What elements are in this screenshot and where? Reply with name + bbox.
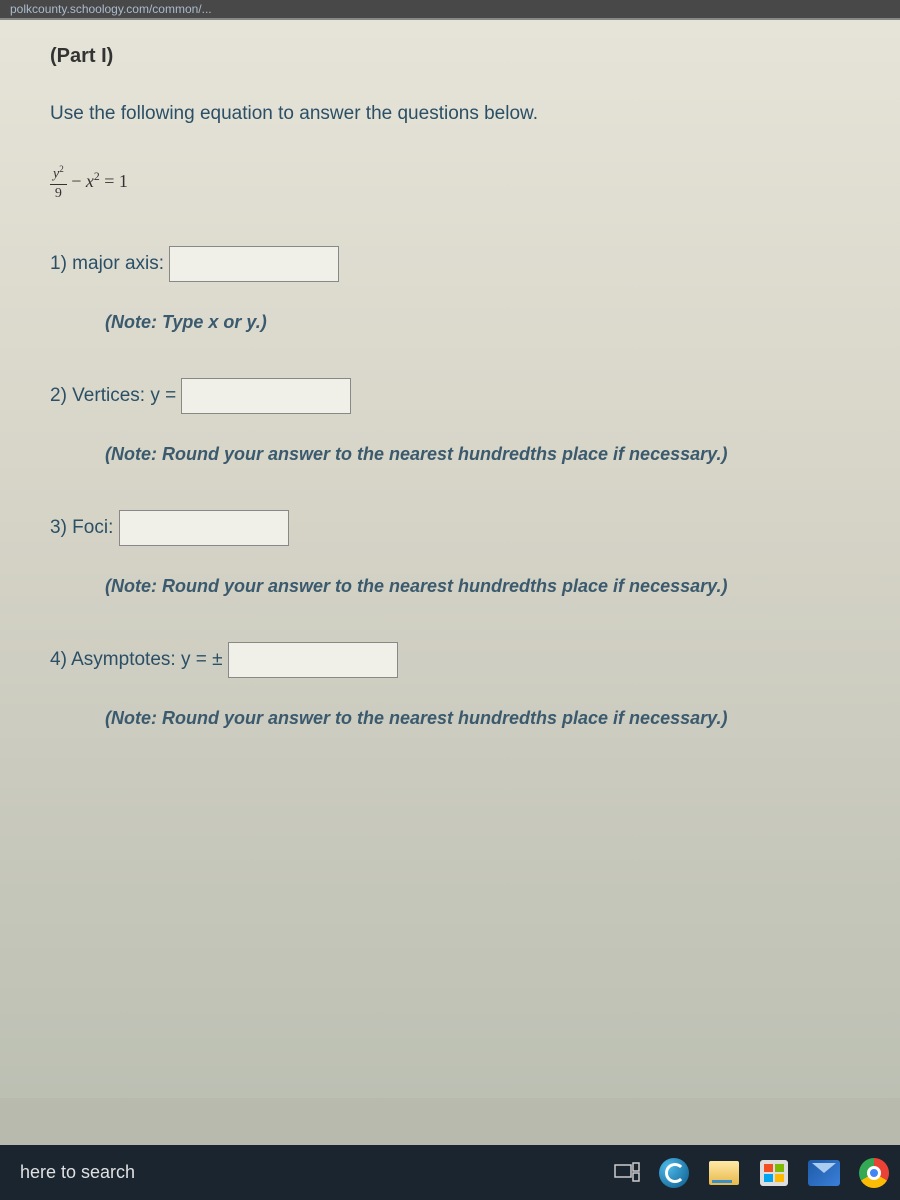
q2-input[interactable]: [181, 378, 351, 414]
q4-input[interactable]: [228, 642, 398, 678]
taskbar: here to search: [0, 1145, 900, 1200]
content-area: (Part I) Use the following equation to a…: [0, 18, 900, 1098]
q2-label: 2) Vertices: y =: [50, 385, 176, 406]
equation-fraction: y2 9: [50, 165, 67, 201]
edge-browser-icon[interactable]: [658, 1157, 690, 1189]
file-explorer-icon[interactable]: [708, 1157, 740, 1189]
q1-note: (Note: Type x or y.): [105, 312, 850, 333]
q3-note: (Note: Round your answer to the nearest …: [105, 576, 850, 597]
mail-icon[interactable]: [808, 1157, 840, 1189]
question-2: 2) Vertices: y =: [50, 378, 850, 414]
equation: y2 9 − x2 = 1: [50, 165, 850, 201]
taskbar-search-text[interactable]: here to search: [10, 1162, 135, 1183]
chrome-icon[interactable]: [858, 1157, 890, 1189]
equation-denominator: 9: [50, 185, 67, 201]
instruction-text: Use the following equation to answer the…: [50, 103, 850, 125]
q4-label: 4) Asymptotes: y = ±: [50, 649, 223, 670]
url-bar: polkcounty.schoology.com/common/...: [0, 0, 900, 18]
q3-input[interactable]: [119, 510, 289, 546]
question-3: 3) Foci:: [50, 510, 850, 546]
q1-input[interactable]: [169, 246, 339, 282]
part-heading: (Part I): [50, 45, 850, 68]
task-view-icon[interactable]: [614, 1162, 640, 1184]
q3-label: 3) Foci:: [50, 517, 113, 538]
question-4: 4) Asymptotes: y = ±: [50, 642, 850, 678]
url-text: polkcounty.schoology.com/common/...: [10, 2, 212, 16]
question-1: 1) major axis:: [50, 246, 850, 282]
q1-label: 1) major axis:: [50, 253, 164, 274]
q4-note: (Note: Round your answer to the nearest …: [105, 708, 850, 729]
microsoft-store-icon[interactable]: [758, 1157, 790, 1189]
equation-rhs: − x2 = 1: [71, 171, 128, 191]
equation-numerator: y2: [50, 165, 67, 185]
q2-note: (Note: Round your answer to the nearest …: [105, 444, 850, 465]
